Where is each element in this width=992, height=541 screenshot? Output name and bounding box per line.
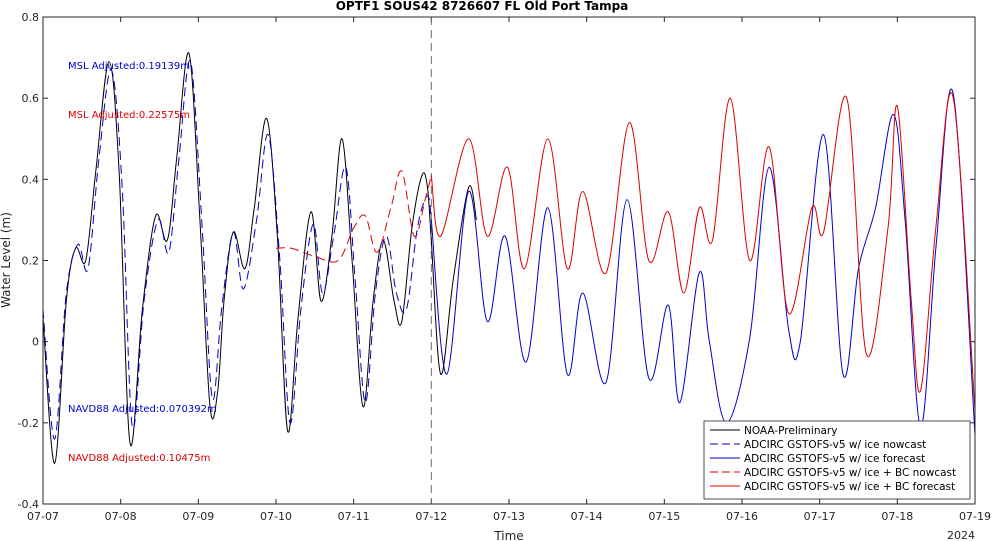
annotation-msl-nowcast: MSL Adjusted:0.19139m	[68, 61, 190, 72]
legend-label-bc-nowcast: ADCIRC GSTOFS-v5 w/ ice + BC nowcast	[744, 467, 956, 479]
x-tick-label: 07-17	[804, 510, 836, 523]
x-tick-label: 07-08	[105, 510, 137, 523]
x-tick-label: 07-10	[260, 510, 292, 523]
x-tick-label: 07-19	[959, 510, 991, 523]
legend-label-noaa: NOAA-Preliminary	[744, 425, 837, 437]
legend-box	[703, 420, 971, 500]
x-year-label: 2024	[947, 529, 975, 541]
series-bc-forecast	[430, 92, 975, 411]
y-tick-label: 0.2	[22, 255, 40, 268]
legend-label-bc-forecast: ADCIRC GSTOFS-v5 w/ ice + BC forecast	[744, 481, 955, 493]
chart-title: OPTF1 SOUS42 8726607 FL Old Port Tampa	[336, 0, 629, 13]
x-tick-label: 07-13	[493, 510, 525, 523]
y-tick-label: 0.4	[22, 173, 40, 186]
y-axis-label: Water Level (m)	[0, 212, 13, 308]
series-ice-nowcast	[43, 59, 432, 440]
legend-label-ice-nowcast: ADCIRC GSTOFS-v5 w/ ice nowcast	[744, 439, 926, 451]
series-lines	[43, 52, 975, 464]
legend: NOAA-Preliminary ADCIRC GSTOFS-v5 w/ ice…	[703, 420, 971, 500]
x-tick-labels: 07-07 07-08 07-09 07-10 07-11 07-12 07-13 07-14…	[27, 510, 991, 523]
series-ice-forecast	[430, 88, 975, 436]
series-bc-nowcast	[275, 170, 432, 263]
legend-label-ice-forecast: ADCIRC GSTOFS-v5 w/ ice forecast	[744, 453, 925, 465]
y-tick-label: 0.8	[22, 11, 40, 24]
y-tick-label: 0	[32, 336, 39, 349]
y-tick-label: -0.2	[18, 417, 39, 430]
x-tick-label: 07-16	[726, 510, 758, 523]
x-tick-label: 07-09	[182, 510, 214, 523]
annotation-navd88-bc: NAVD88 Adjusted:0.10475m	[68, 453, 210, 464]
x-tick-label: 07-15	[648, 510, 680, 523]
y-tick-label: -0.4	[18, 498, 39, 511]
x-axis-label: Time	[493, 529, 523, 541]
x-tick-label: 07-07	[27, 510, 59, 523]
annotation-msl-bc: MSL Adjusted:0.22575m	[68, 110, 190, 121]
y-tick-labels: -0.4 -0.2 0 0.2 0.4 0.6 0.8	[18, 11, 39, 511]
y-tick-label: 0.6	[22, 92, 40, 105]
annotation-navd88-nowcast: NAVD88 Adjusted:0.070392m	[68, 404, 217, 415]
x-tick-label: 07-11	[338, 510, 370, 523]
x-tick-label: 07-14	[571, 510, 603, 523]
x-tick-label: 07-18	[881, 510, 913, 523]
series-noaa-preliminary	[43, 52, 477, 464]
plot-frame	[42, 16, 976, 505]
x-tick-label: 07-12	[415, 510, 447, 523]
